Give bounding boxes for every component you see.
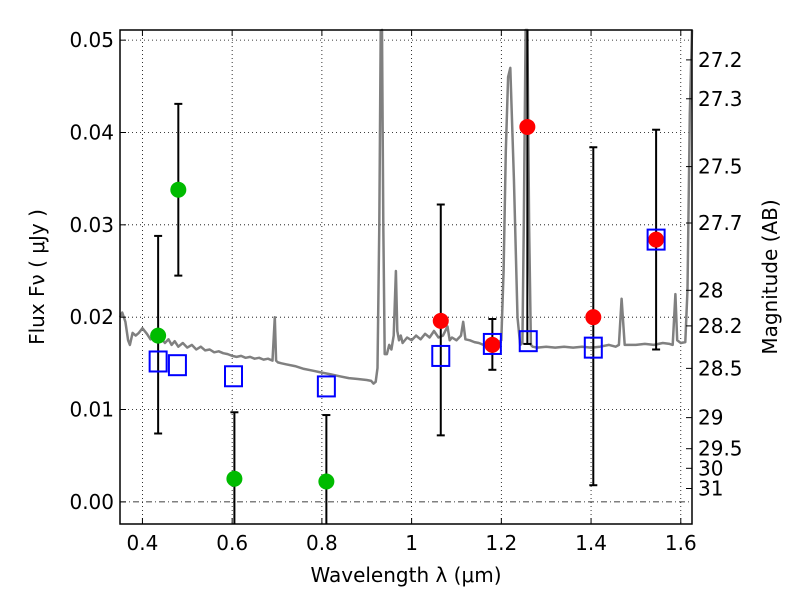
y-tick-label: 0.01 xyxy=(69,398,114,422)
y-tick-label: 0.05 xyxy=(69,28,114,52)
y-tick-label: 0.04 xyxy=(69,120,114,144)
x-tick-labels: 0.4 0.6 0.8 1 1.2 1.4 1.6 xyxy=(127,531,697,555)
axis-ticks xyxy=(120,30,692,524)
x-tick-label: 1.6 xyxy=(665,531,697,555)
y-tick-labels: 0.00 0.01 0.02 0.03 0.04 0.05 xyxy=(69,28,114,514)
x-tick-label: 0.6 xyxy=(216,531,248,555)
optical-detections-point xyxy=(318,473,335,490)
model-photometry-point xyxy=(518,330,538,353)
nir-detections-point xyxy=(648,231,665,248)
x-axis-title: Wavelength λ (μm) xyxy=(310,563,501,587)
right-tick-label: 27.5 xyxy=(698,155,743,179)
model-photometry-point xyxy=(167,354,187,377)
y-axis-title: Flux Fν ( μJy ) xyxy=(25,209,49,345)
right-tick-label: 27.7 xyxy=(698,211,743,235)
x-tick-label: 1.2 xyxy=(485,531,517,555)
nir-detections-point xyxy=(585,309,602,326)
model-spectrum-layer xyxy=(118,28,694,385)
nir-detections-point xyxy=(484,336,501,353)
grid xyxy=(120,30,692,524)
model-photometry-point xyxy=(316,375,336,398)
x-tick-label: 0.8 xyxy=(306,531,338,555)
right-tick-label: 31 xyxy=(698,476,723,500)
plot-frame xyxy=(119,29,693,525)
x-tick-label: 1.4 xyxy=(575,531,607,555)
nir-detections-point xyxy=(432,312,449,329)
model-photometry-point xyxy=(148,350,168,373)
optical-detections-point xyxy=(226,470,243,487)
model-photometry-point xyxy=(646,228,666,251)
right-tick-label: 28.2 xyxy=(698,314,743,338)
error-bars xyxy=(154,30,661,524)
x-tick-label: 0.4 xyxy=(127,531,159,555)
right-axis-title: Magnitude (AB) xyxy=(758,199,782,354)
model-spectrum-line xyxy=(118,28,694,385)
x-tick-label: 1 xyxy=(405,531,418,555)
right-tick-label: 29.5 xyxy=(698,437,743,461)
right-tick-label: 28.5 xyxy=(698,356,743,380)
model-photometry-point xyxy=(583,336,603,359)
right-tick-label: 27.3 xyxy=(698,87,743,111)
y-tick-label: 0.00 xyxy=(69,490,114,514)
model-photometry-point xyxy=(482,332,502,355)
model-photometry-point xyxy=(431,344,451,367)
nir-detections-point xyxy=(519,118,536,135)
y-tick-label: 0.03 xyxy=(69,213,114,237)
right-tick-label: 30 xyxy=(698,456,723,480)
right-tick-label: 27.2 xyxy=(698,48,743,72)
optical-detections-point xyxy=(150,327,167,344)
right-tick-label: 29 xyxy=(698,406,723,430)
optical-detections-point xyxy=(170,181,187,198)
right-tick-label: 28 xyxy=(698,278,723,302)
model-photometry-point xyxy=(224,365,244,388)
data-markers xyxy=(148,118,666,490)
y-tick-label: 0.02 xyxy=(69,305,114,329)
